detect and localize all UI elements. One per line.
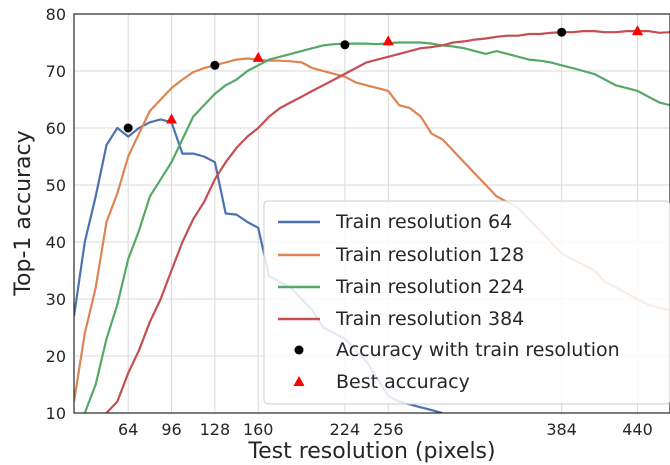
x-tick-labels: 64 96 128 160 224 256 384 440: [118, 420, 653, 439]
x-tick-128: 128: [200, 420, 231, 439]
series-line-3: [105, 30, 670, 413]
y-axis-label: Top-1 accuracy: [11, 130, 36, 296]
train-accuracy-marker-3: [557, 27, 567, 37]
x-tick-440: 440: [622, 420, 653, 439]
legend-box: [263, 200, 670, 405]
legend: Train resolution 64 Train resolution 128…: [263, 200, 670, 405]
x-tick-160: 160: [243, 420, 274, 439]
markers: [123, 25, 643, 133]
plot-frame: [73, 13, 670, 414]
y-tick-labels: 10 20 30 40 50 60 70 80: [46, 5, 66, 423]
y-tick-40: 40: [46, 233, 66, 252]
best-accuracy-marker-3: [631, 25, 643, 36]
x-tick-64: 64: [118, 420, 138, 439]
legend-marker-train-accuracy: [294, 345, 304, 355]
train-accuracy-marker-0: [123, 123, 133, 133]
legend-label-train-128: Train resolution 128: [335, 244, 524, 266]
y-tick-70: 70: [46, 62, 66, 81]
x-axis-label: Test resolution (pixels): [247, 439, 495, 464]
y-tick-80: 80: [46, 5, 66, 24]
y-tick-60: 60: [46, 119, 66, 138]
legend-label-best-accuracy: Best accuracy: [336, 371, 470, 393]
best-accuracy-marker-2: [382, 35, 394, 46]
x-tick-384: 384: [546, 420, 577, 439]
y-tick-20: 20: [46, 347, 66, 366]
train-accuracy-marker-1: [210, 60, 220, 70]
legend-marker-best-accuracy: [293, 376, 305, 386]
legend-label-train-224: Train resolution 224: [335, 276, 524, 298]
x-tick-224: 224: [330, 420, 361, 439]
y-tick-30: 30: [46, 290, 66, 309]
best-accuracy-marker-1: [252, 51, 264, 62]
train-accuracy-marker-2: [340, 40, 350, 50]
x-tick-256: 256: [373, 420, 404, 439]
x-tick-96: 96: [161, 420, 181, 439]
best-accuracy-marker-0: [166, 113, 178, 124]
y-tick-10: 10: [46, 404, 66, 423]
y-tick-50: 50: [46, 176, 66, 195]
series-line-2: [83, 41, 670, 413]
legend-label-train-accuracy: Accuracy with train resolution: [336, 339, 620, 361]
legend-label-train-384: Train resolution 384: [335, 308, 524, 330]
legend-label-train-64: Train resolution 64: [335, 211, 512, 233]
